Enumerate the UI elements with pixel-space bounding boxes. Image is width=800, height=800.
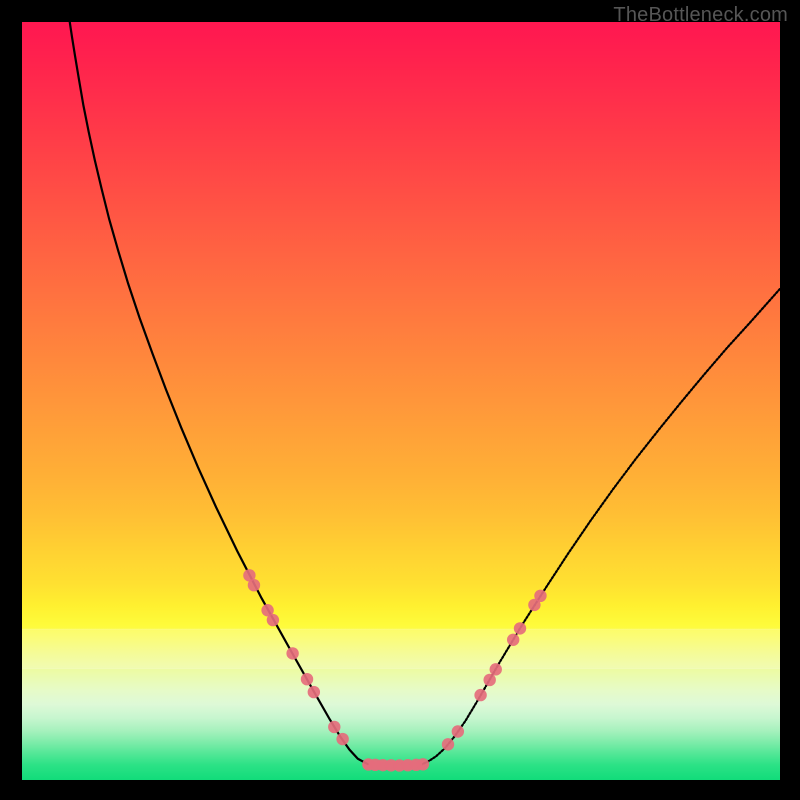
marker-dot — [308, 686, 320, 698]
marker-dot — [474, 689, 486, 701]
marker-dot — [442, 738, 454, 750]
marker-dot — [336, 733, 348, 745]
marker-dot — [267, 614, 279, 626]
marker-dot — [507, 634, 519, 646]
marker-dot — [452, 725, 464, 737]
marker-dot — [534, 590, 546, 602]
marker-dot — [286, 647, 298, 659]
marker-dot — [328, 721, 340, 733]
chart-plot — [22, 22, 780, 780]
marker-dot — [301, 673, 313, 685]
highlight-band — [22, 629, 780, 668]
stage: TheBottleneck.com — [0, 0, 800, 800]
marker-dot — [490, 663, 502, 675]
marker-dot — [248, 579, 260, 591]
marker-dot — [417, 758, 429, 770]
marker-dot — [514, 622, 526, 634]
watermark-text: TheBottleneck.com — [613, 4, 788, 27]
marker-dot — [483, 674, 495, 686]
